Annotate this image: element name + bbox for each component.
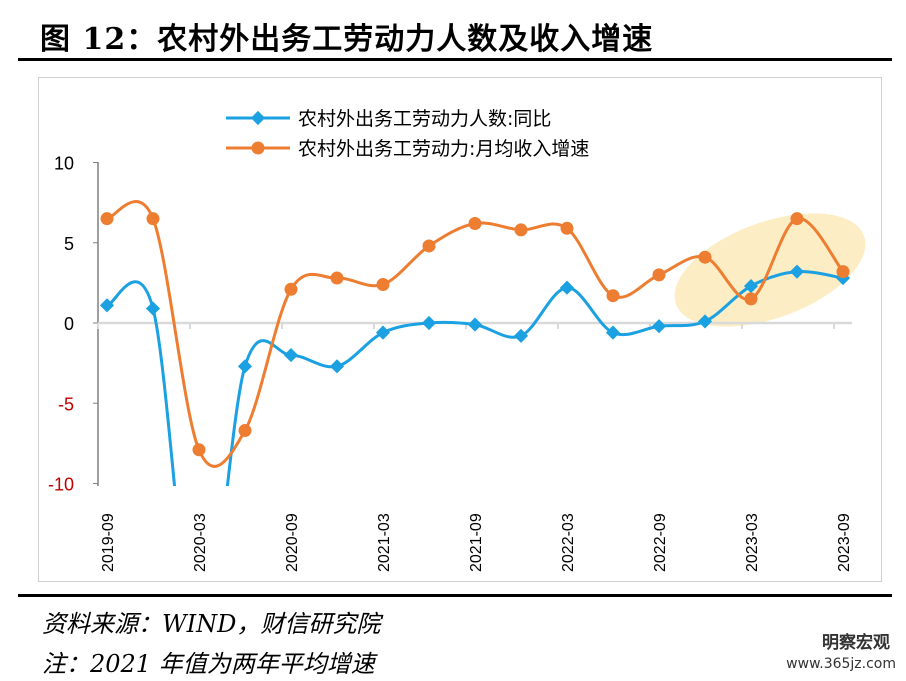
data-point xyxy=(330,271,344,285)
data-point xyxy=(237,359,253,374)
x-tick-label: 2020-03 xyxy=(192,513,209,572)
x-tick-label: 2019-09 xyxy=(100,513,117,572)
figure-title: 图 12：农村外出务工劳动力人数及收入增速 xyxy=(40,22,654,57)
source-note: 资料来源：WIND，财信研究院 xyxy=(42,610,381,638)
data-point xyxy=(697,314,713,329)
footnote: 注：2021 年值为两年平均增速 xyxy=(42,650,375,678)
data-point xyxy=(283,348,299,363)
data-point xyxy=(606,289,620,303)
data-point xyxy=(146,212,160,226)
x-tick-label: 2023-03 xyxy=(744,513,761,572)
data-point xyxy=(743,279,759,294)
data-point xyxy=(284,282,298,296)
watermark-url: www.365jz.com xyxy=(786,656,896,672)
series-2 xyxy=(100,200,850,468)
top-rule xyxy=(18,58,892,61)
legend-marker xyxy=(250,110,266,126)
watermark-name: 明察宏观 xyxy=(822,633,890,653)
y-tick-label: 10 xyxy=(54,154,74,174)
data-point xyxy=(514,223,528,237)
data-point xyxy=(744,292,758,306)
y-tick-label: -10 xyxy=(48,475,74,495)
series-1 xyxy=(99,264,851,486)
data-point xyxy=(513,328,529,343)
y-tick-label: 5 xyxy=(64,234,74,254)
data-point xyxy=(329,359,345,374)
data-point xyxy=(375,325,391,340)
data-point xyxy=(192,443,206,457)
bottom-rule xyxy=(18,594,892,597)
legend-label: 农村外出务工劳动力:月均收入增速 xyxy=(298,138,589,160)
data-point xyxy=(422,239,436,253)
data-point xyxy=(605,325,621,340)
chart: 10 5 0 -5 -10 2019-09 2020-03 2020-09 2021-03 202… xyxy=(48,108,866,572)
data-point xyxy=(468,216,482,230)
x-tick-label: 2021-03 xyxy=(376,513,393,572)
x-tick-label: 2022-03 xyxy=(560,513,577,572)
x-tick-label: 2021-09 xyxy=(468,513,485,572)
data-point xyxy=(421,315,437,331)
data-point xyxy=(560,221,574,235)
y-tick-label: 0 xyxy=(64,314,74,334)
data-point xyxy=(238,424,252,438)
x-tick-label: 2023-09 xyxy=(836,513,853,572)
data-point xyxy=(652,268,666,282)
data-point xyxy=(376,277,390,291)
legend-marker xyxy=(251,141,265,155)
data-point xyxy=(651,319,667,334)
data-point xyxy=(836,265,850,279)
y-tick-label: -5 xyxy=(58,394,74,414)
data-point xyxy=(145,301,161,316)
legend-label: 农村外出务工劳动力人数:同比 xyxy=(298,108,551,130)
data-point xyxy=(790,212,804,226)
data-point xyxy=(100,212,114,226)
data-point xyxy=(467,317,483,332)
x-tick-label: 2020-09 xyxy=(284,513,301,572)
x-tick-label: 2022-09 xyxy=(652,513,669,572)
chart-frame xyxy=(38,77,882,582)
data-point xyxy=(698,250,712,264)
data-point xyxy=(99,298,115,313)
data-point xyxy=(789,264,805,279)
data-point xyxy=(559,280,575,295)
